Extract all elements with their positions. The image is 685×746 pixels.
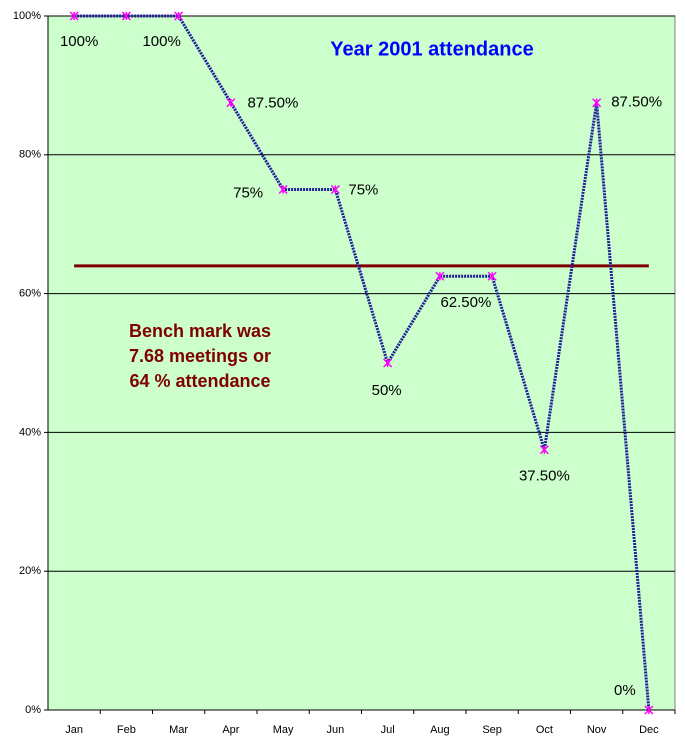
y-tick-label: 40% [19,426,41,438]
x-tick-label: Jun [327,724,345,736]
y-tick-label: 80% [19,149,41,161]
annotation: Bench mark was [129,321,271,341]
x-tick-label: Mar [169,724,188,736]
marker [592,98,602,108]
x-tick-label: May [273,724,294,736]
data-line [74,14,651,711]
marker [278,184,288,195]
y-tick-label: 20% [19,565,41,577]
marker [383,358,393,368]
value-label: 100% [142,33,180,50]
marker [487,271,497,281]
y-tick-label: 100% [13,10,41,22]
marker [330,184,340,195]
y-tick-label: 60% [19,288,41,300]
x-tick-label: Aug [430,724,450,736]
marker [435,271,445,281]
annotation: 7.68 meetings or [129,346,271,366]
x-tick-label: Nov [587,724,607,736]
value-label: 37.50% [519,468,570,485]
value-label: 75% [348,181,378,198]
marker [174,11,184,21]
x-tick-label: Jan [65,724,83,736]
annotation: 64 % attendance [129,371,270,391]
value-label: 50% [372,382,402,399]
value-label: 0% [614,682,636,699]
marker [121,11,131,21]
x-tick-label: Sep [482,724,502,736]
value-label: 100% [60,33,98,50]
x-tick-label: Oct [536,724,553,736]
value-label: 87.50% [611,94,662,111]
marker [644,705,654,715]
marker [539,445,549,455]
value-label: 75% [233,184,263,201]
x-tick-label: Feb [117,724,136,736]
value-label: 87.50% [247,95,298,112]
marker [226,98,236,108]
value-label: 62.50% [440,294,491,311]
x-tick-label: Dec [639,724,659,736]
plot-area [47,15,676,711]
marker [69,11,79,21]
x-tick-label: Apr [222,724,239,736]
x-tick-label: Jul [381,724,395,736]
chart-title: Year 2001 attendance [330,38,533,60]
y-tick-label: 0% [25,704,41,716]
